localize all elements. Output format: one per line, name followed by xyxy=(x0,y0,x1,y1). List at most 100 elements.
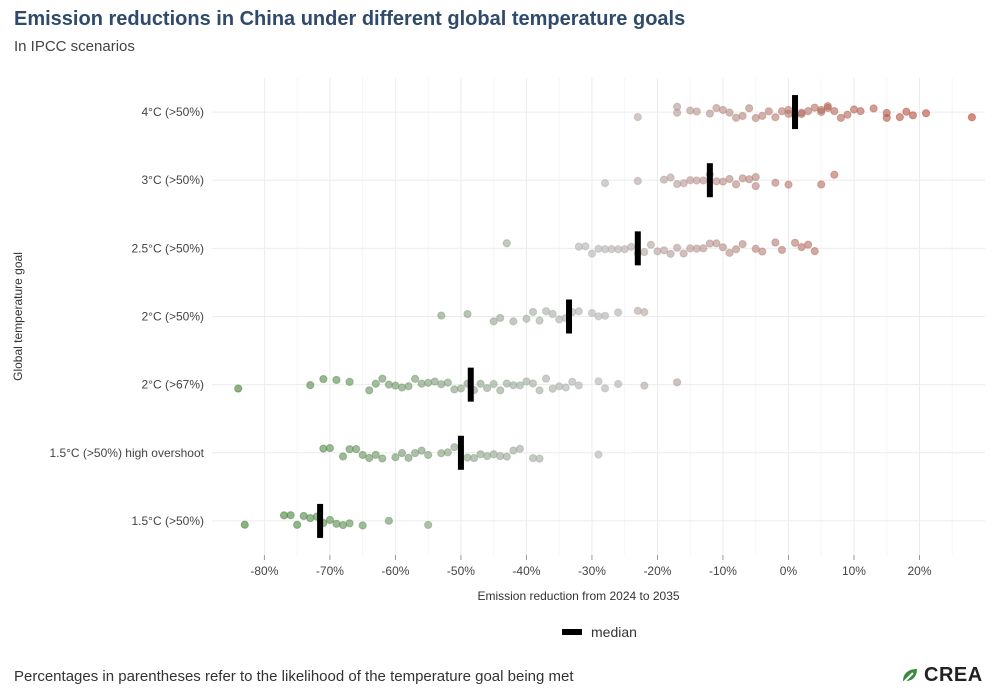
data-point xyxy=(849,105,859,114)
data-point xyxy=(286,511,295,520)
x-tick-label: 0% xyxy=(780,564,798,578)
data-point xyxy=(528,379,538,388)
data-point xyxy=(653,247,662,256)
data-point xyxy=(417,379,426,388)
data-point xyxy=(600,178,610,188)
data-point xyxy=(574,381,583,390)
y-tick-label: 1.5°C (>50%) xyxy=(132,514,205,528)
data-point xyxy=(358,450,367,460)
data-point xyxy=(810,246,819,256)
y-tick-label: 2°C (>67%) xyxy=(142,378,205,392)
data-point xyxy=(843,110,852,119)
data-point xyxy=(489,317,498,326)
data-point xyxy=(666,249,675,258)
data-point xyxy=(496,313,505,323)
data-point xyxy=(836,113,845,122)
data-point xyxy=(640,381,649,390)
data-point xyxy=(319,374,328,384)
data-point xyxy=(692,107,701,116)
data-point xyxy=(817,180,826,189)
data-point xyxy=(699,244,708,253)
data-point xyxy=(410,374,420,383)
data-point xyxy=(967,113,976,122)
data-point xyxy=(600,311,610,320)
x-tick-label: -80% xyxy=(250,564,278,578)
data-point xyxy=(404,453,413,462)
data-point xyxy=(502,452,511,461)
data-point xyxy=(345,519,354,528)
median-marker xyxy=(467,367,474,402)
data-point xyxy=(712,239,721,248)
data-point xyxy=(365,453,374,463)
data-point xyxy=(555,382,564,391)
data-point xyxy=(365,386,374,395)
data-point xyxy=(731,180,741,189)
data-point xyxy=(738,240,747,249)
data-point xyxy=(705,109,714,118)
x-tick-label: -40% xyxy=(512,564,540,578)
y-tick-label: 4°C (>50%) xyxy=(142,105,205,119)
data-point xyxy=(587,249,597,258)
data-point xyxy=(358,521,367,530)
data-point xyxy=(784,105,793,115)
data-point xyxy=(640,248,649,257)
data-point xyxy=(751,181,760,191)
median-marker xyxy=(634,231,641,266)
data-point xyxy=(764,107,773,116)
data-point xyxy=(437,449,446,458)
data-point xyxy=(679,179,688,188)
median-marker xyxy=(457,435,464,470)
chart-subtitle: In IPCC scenarios xyxy=(14,38,135,55)
data-point xyxy=(469,453,479,463)
data-point xyxy=(830,170,839,179)
legend-median-label: median xyxy=(591,624,637,640)
data-point xyxy=(463,309,472,319)
data-point xyxy=(666,173,675,182)
data-point xyxy=(581,242,590,251)
data-point xyxy=(424,520,433,530)
data-point xyxy=(489,379,498,389)
data-point xyxy=(758,111,767,120)
data-point xyxy=(456,384,466,393)
data-point xyxy=(673,179,682,189)
data-point xyxy=(234,384,243,393)
data-point xyxy=(443,378,452,387)
data-point xyxy=(378,454,387,463)
data-point xyxy=(325,444,335,453)
logo-text: CREA xyxy=(924,664,983,686)
data-point xyxy=(686,106,695,115)
data-point xyxy=(725,248,734,257)
y-tick-label: 2°C (>50%) xyxy=(142,310,205,324)
data-point xyxy=(417,446,426,455)
footnote: Percentages in parentheses refer to the … xyxy=(14,668,574,685)
data-point xyxy=(804,240,813,249)
data-point xyxy=(804,107,813,116)
data-point xyxy=(882,113,891,122)
data-point xyxy=(614,308,623,317)
data-point xyxy=(502,239,511,248)
data-point xyxy=(614,379,623,389)
data-point xyxy=(908,111,918,120)
data-point xyxy=(437,311,446,320)
median-marker xyxy=(706,163,713,198)
data-point xyxy=(371,450,380,459)
data-point xyxy=(384,516,393,525)
data-point xyxy=(338,452,348,461)
x-tick-label: -60% xyxy=(381,564,409,578)
y-tick-label: 1.5°C (>50%) high overshoot xyxy=(49,446,204,460)
data-point xyxy=(338,520,348,530)
x-tick-label: -70% xyxy=(316,564,344,578)
data-point xyxy=(325,515,335,525)
data-point xyxy=(771,238,780,247)
data-point xyxy=(528,307,538,317)
data-point xyxy=(535,454,544,463)
data-point xyxy=(745,104,754,113)
data-point xyxy=(902,107,911,116)
data-point xyxy=(771,178,780,187)
data-point xyxy=(306,381,315,390)
dot-strip-chart: -80% -70% -60% -50% -40% -30% -20% -10% 0% 10% 20%… xyxy=(11,78,985,640)
data-point xyxy=(731,245,741,254)
data-point xyxy=(725,108,734,117)
data-point xyxy=(515,444,524,453)
y-tick-label: 3°C (>50%) xyxy=(142,173,205,187)
